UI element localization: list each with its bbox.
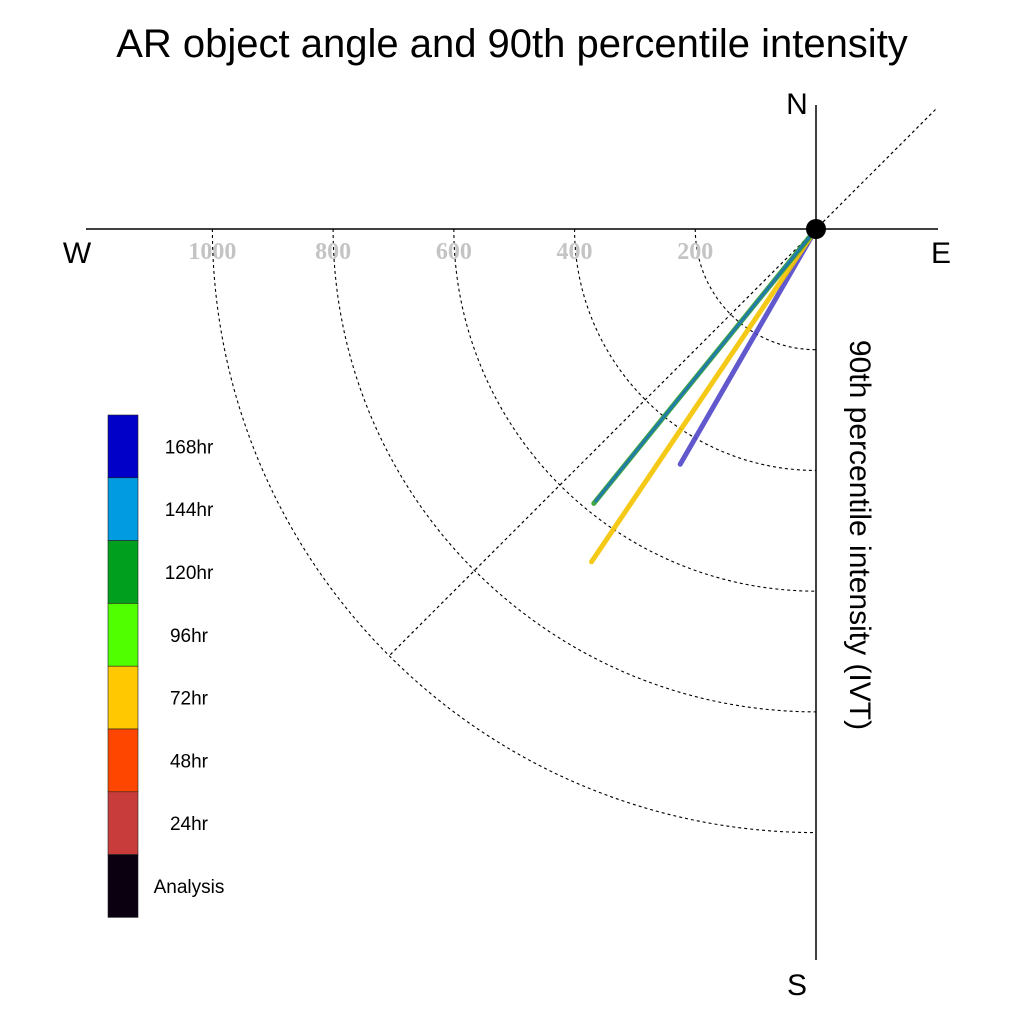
origin-point: [806, 219, 826, 239]
radius-arc-200: [694, 228, 817, 351]
radius-arc-800: [332, 228, 817, 713]
legend-swatch-168hr: [107, 414, 139, 479]
radius-tick-800: 800: [315, 239, 351, 265]
series-line-168hr: [677, 226, 819, 467]
legend-label-24hr: 24hr: [170, 814, 209, 835]
legend-label-144hr: 144hr: [165, 500, 214, 521]
legend-swatch-72hr: [107, 665, 139, 730]
compass-south: S: [787, 969, 807, 1002]
diagonal-guide: [388, 109, 936, 657]
legend-label-48hr: 48hr: [170, 751, 209, 772]
legend: 168hr 144hr 120hr 96hr 72hr 48hr 24hr Analysis: [107, 414, 225, 918]
compass-east: E: [931, 237, 951, 270]
radius-tick-labels: 200 400 600 800 1000: [188, 239, 713, 265]
compass-north: N: [786, 88, 808, 121]
legend-label-168hr: 168hr: [165, 437, 214, 458]
y-axis-label: 90th percentile intensity (IVT): [843, 340, 876, 730]
radius-tick-1000: 1000: [188, 239, 236, 265]
radius-arc-1000: [211, 228, 817, 834]
compass-west: W: [63, 237, 92, 270]
legend-swatch-analysis: [107, 854, 139, 918]
series-line-144hr: [594, 227, 818, 503]
radius-tick-600: 600: [436, 239, 472, 265]
legend-label-96hr: 96hr: [170, 626, 209, 647]
legend-swatch-120hr: [107, 540, 139, 604]
legend-label-120hr: 120hr: [165, 563, 214, 584]
radius-arc-600: [453, 228, 817, 592]
legend-swatch-144hr: [107, 477, 139, 541]
legend-label-72hr: 72hr: [170, 689, 209, 710]
series-lines: [589, 226, 819, 565]
legend-swatch-96hr: [107, 603, 139, 667]
chart-title: AR object angle and 90th percentile inte…: [116, 22, 908, 66]
legend-label-analysis: Analysis: [154, 877, 225, 898]
radius-grid: [211, 228, 817, 834]
legend-swatch-48hr: [107, 728, 139, 793]
radius-tick-200: 200: [677, 239, 713, 265]
radius-arc-400: [574, 228, 817, 471]
series-line-72hr: [589, 226, 819, 565]
radius-tick-400: 400: [557, 239, 593, 265]
legend-swatch-24hr: [107, 791, 139, 855]
